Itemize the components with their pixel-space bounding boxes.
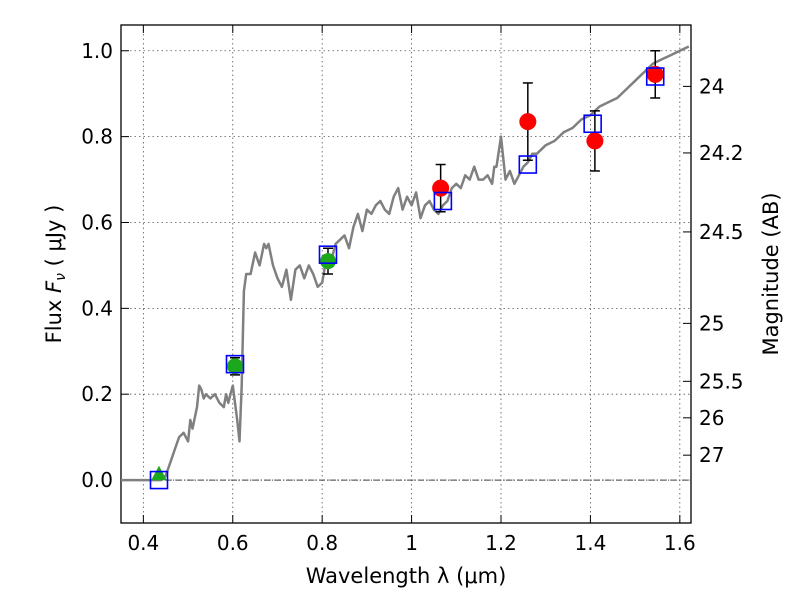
y-tick-label: 0.6 [81, 210, 113, 234]
right-tick-label: 24 [699, 74, 724, 98]
model-photometry-square [225, 354, 245, 374]
y-axis-label-left: Flux Fν ( μJy ) [42, 205, 69, 344]
right-tick-label: 24.5 [699, 220, 744, 244]
y-label-symbol: F [42, 280, 66, 293]
y-axis-label-right: Magnitude (AB) [759, 192, 783, 355]
right-tick-label: 24.2 [699, 141, 744, 165]
nir-point [586, 132, 604, 150]
y-tick-label: 0.4 [81, 296, 113, 320]
series [121, 45, 690, 490]
x-tick-label: 1.6 [664, 531, 696, 555]
optical-point [151, 465, 167, 481]
plot-frame [120, 24, 692, 524]
nir-point [519, 113, 537, 131]
x-tick-label: 0.8 [306, 531, 338, 555]
x-axis-label: Wavelength λ (μm) [306, 564, 507, 588]
model-photometry-square [518, 155, 538, 174]
x-tick-label: 0.6 [217, 531, 249, 555]
y-tick-label: 1.0 [81, 39, 113, 63]
x-tick-label: 0.4 [127, 531, 159, 555]
model-photometry-square [318, 245, 338, 264]
y-tick-label: 0.0 [81, 468, 113, 492]
y-label-pre: Flux [42, 293, 66, 343]
optical-point [227, 358, 243, 375]
model-photometry-square [645, 67, 665, 86]
right-tick-label: 27 [699, 443, 724, 467]
axes: 0.4 0.6 0.8 1 1.2 1.4 1.6 0.0 0.2 0.4 0.6 0.8 1.0 24 2… [81, 25, 744, 555]
model-sed-line [121, 45, 690, 482]
model-photometry-square [433, 191, 453, 211]
right-tick-label: 25 [699, 311, 724, 335]
y-label-post: ( μJy ) [42, 205, 66, 273]
y-tick-label: 0.2 [81, 382, 113, 406]
model-photometry-square [583, 114, 602, 134]
model-photometry-square [149, 470, 169, 490]
x-tick-label: 1.2 [485, 531, 517, 555]
y-tick-label: 0.8 [81, 125, 113, 149]
x-tick-label: 1.4 [575, 531, 607, 555]
grid [121, 25, 691, 523]
optical-point [319, 253, 336, 270]
y-label-subscript: ν [53, 273, 69, 281]
right-tick-label: 25.5 [699, 369, 744, 393]
right-tick-label: 26 [699, 406, 724, 430]
x-tick-label: 1 [405, 531, 418, 555]
